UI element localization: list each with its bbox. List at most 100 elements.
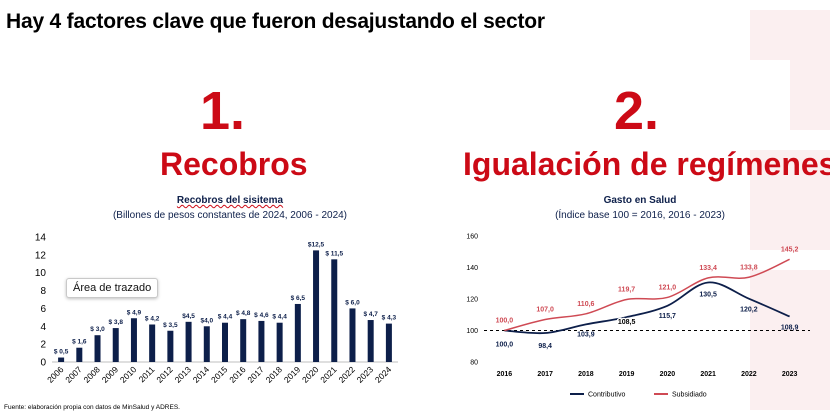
bar-data-label: $ 4,8 [236, 310, 251, 317]
y-tick-label: 6 [40, 304, 46, 315]
series-data-label: 100,0 [496, 318, 514, 325]
x-tick-label: 2011 [137, 364, 157, 384]
series-data-label: 120,2 [740, 307, 758, 314]
bar [130, 318, 137, 362]
bar-data-label: $ 4,7 [363, 311, 378, 318]
line-chart-subtitle: (Índice base 100 = 2016, 2016 - 2023) [555, 210, 725, 221]
x-tick-label: 2008 [81, 364, 102, 385]
series-data-label: 98,4 [538, 343, 552, 350]
legend-label: Subsidiado [672, 392, 707, 399]
x-tick-label: 2019 [619, 371, 635, 378]
line-chart: 80 100 120 140 160 2016 2017 2018 2019 2020 2021 20… [466, 234, 810, 399]
x-tick-label: 2016 [497, 371, 513, 378]
x-tick-label: 2019 [282, 364, 303, 385]
x-tick-label: 2009 [100, 364, 121, 385]
section-1-title: Recobros [160, 146, 308, 182]
slide-title: Hay 4 factores clave que fueron desajust… [6, 10, 545, 33]
series-data-label: 110,6 [577, 301, 594, 308]
y-tick-label: 2 [40, 340, 46, 351]
series-data-label: 119,7 [618, 286, 635, 293]
bar [276, 322, 283, 362]
bar-data-label: $4,5 [182, 313, 195, 320]
y-tick-label: 100 [466, 328, 478, 335]
bar-data-label: $ 3,5 [163, 322, 178, 329]
bar [203, 326, 210, 362]
bar-data-label: $ 4,4 [272, 314, 287, 321]
bar [58, 357, 65, 362]
bar [258, 320, 265, 362]
series-data-label: 133,4 [699, 265, 717, 272]
bar [94, 335, 101, 362]
legend-label: Contributivo [588, 392, 625, 399]
bar-chart: 0 2 4 6 8 10 12 14 $ 0,5 2006 $ 1,6 2007 $ 3,0 2008 $ … [35, 233, 398, 385]
x-tick-label: 2016 [227, 364, 248, 385]
bar [367, 320, 374, 362]
x-tick-label: 2010 [118, 364, 139, 385]
y-tick-label: 14 [35, 233, 47, 244]
bar-data-label: $ 4,6 [254, 312, 269, 319]
x-tick-label: 2017 [245, 364, 266, 385]
series-line-subsidiado [504, 258, 790, 332]
bar-data-label: $ 0,5 [54, 349, 69, 356]
x-tick-label: 2023 [782, 371, 798, 378]
x-tick-label: 2007 [63, 364, 84, 385]
bar-data-label: $ 1,6 [72, 339, 87, 346]
series-data-label: 108,5 [618, 319, 636, 326]
series-data-label: 107,0 [536, 306, 554, 313]
series-line-contributivo [504, 281, 790, 335]
series-data-label: 103,9 [577, 331, 595, 338]
bar-data-label: $ 3,0 [90, 326, 105, 333]
x-tick-label: 2015 [209, 364, 230, 385]
bar [331, 259, 338, 362]
x-tick-label: 2023 [355, 364, 376, 385]
bar-data-label: $ 6,5 [291, 295, 306, 302]
y-tick-label: 0 [40, 358, 46, 369]
series-data-label: 133,8 [740, 264, 758, 271]
x-tick-label: 2022 [741, 371, 757, 378]
bar-data-label: $ 11,5 [325, 250, 343, 257]
line-chart-title: Gasto en Salud [603, 195, 677, 206]
series-data-label: 100,0 [496, 342, 514, 349]
series-data-label: 121,0 [659, 284, 677, 291]
y-tick-label: 120 [466, 297, 478, 304]
bar [185, 321, 192, 362]
bar-data-label: $ 6,0 [345, 299, 360, 306]
x-tick-label: 2006 [45, 364, 66, 385]
x-tick-label: 2020 [300, 364, 321, 385]
x-tick-label: 2018 [264, 364, 285, 385]
y-tick-label: 140 [466, 265, 478, 272]
bar-chart-title-text: Recobros del sisitema [176, 195, 284, 206]
x-tick-label: 2018 [578, 371, 594, 378]
bar-data-label: $4,0 [200, 317, 213, 324]
bar-data-label: $ 4,4 [218, 314, 233, 321]
section-1-number: 1. [200, 81, 246, 141]
bar [149, 324, 156, 362]
y-tick-label: 8 [40, 286, 46, 297]
x-tick-label: 2021 [700, 371, 716, 378]
x-tick-label: 2020 [660, 371, 676, 378]
bar-data-label: $ 3,8 [109, 319, 124, 326]
x-tick-label: 2017 [537, 371, 553, 378]
section-2-title: Igualación de regímenes [463, 146, 830, 182]
x-tick-label: 2014 [191, 364, 212, 385]
bar-chart-title: Recobros del sisitema [110, 195, 350, 206]
bar-data-label: $ 4,9 [127, 309, 142, 316]
source-footnote: Fuente: elaboración propia con datos de … [4, 404, 180, 411]
series-data-label: 115,7 [659, 313, 676, 320]
bar-data-label: $ 4,2 [145, 316, 160, 323]
bar [76, 347, 83, 362]
x-tick-label: 2024 [373, 364, 394, 385]
series-data-label: 145,2 [781, 246, 799, 253]
series-data-label: 108,9 [781, 324, 799, 331]
x-tick-label: 2022 [336, 364, 357, 385]
bar-data-label: $ 4,3 [382, 315, 397, 322]
bar [313, 250, 320, 362]
x-tick-label: 2021 [318, 364, 339, 385]
bar-data-label: $12,5 [308, 241, 325, 248]
y-tick-label: 80 [470, 360, 478, 367]
background-watermark [750, 10, 830, 410]
bar [112, 328, 119, 362]
x-tick-label: 2012 [154, 364, 175, 385]
y-tick-label: 12 [35, 250, 47, 261]
bar-chart-subtitle: (Billones de pesos constantes de 2024, 2… [112, 210, 348, 221]
